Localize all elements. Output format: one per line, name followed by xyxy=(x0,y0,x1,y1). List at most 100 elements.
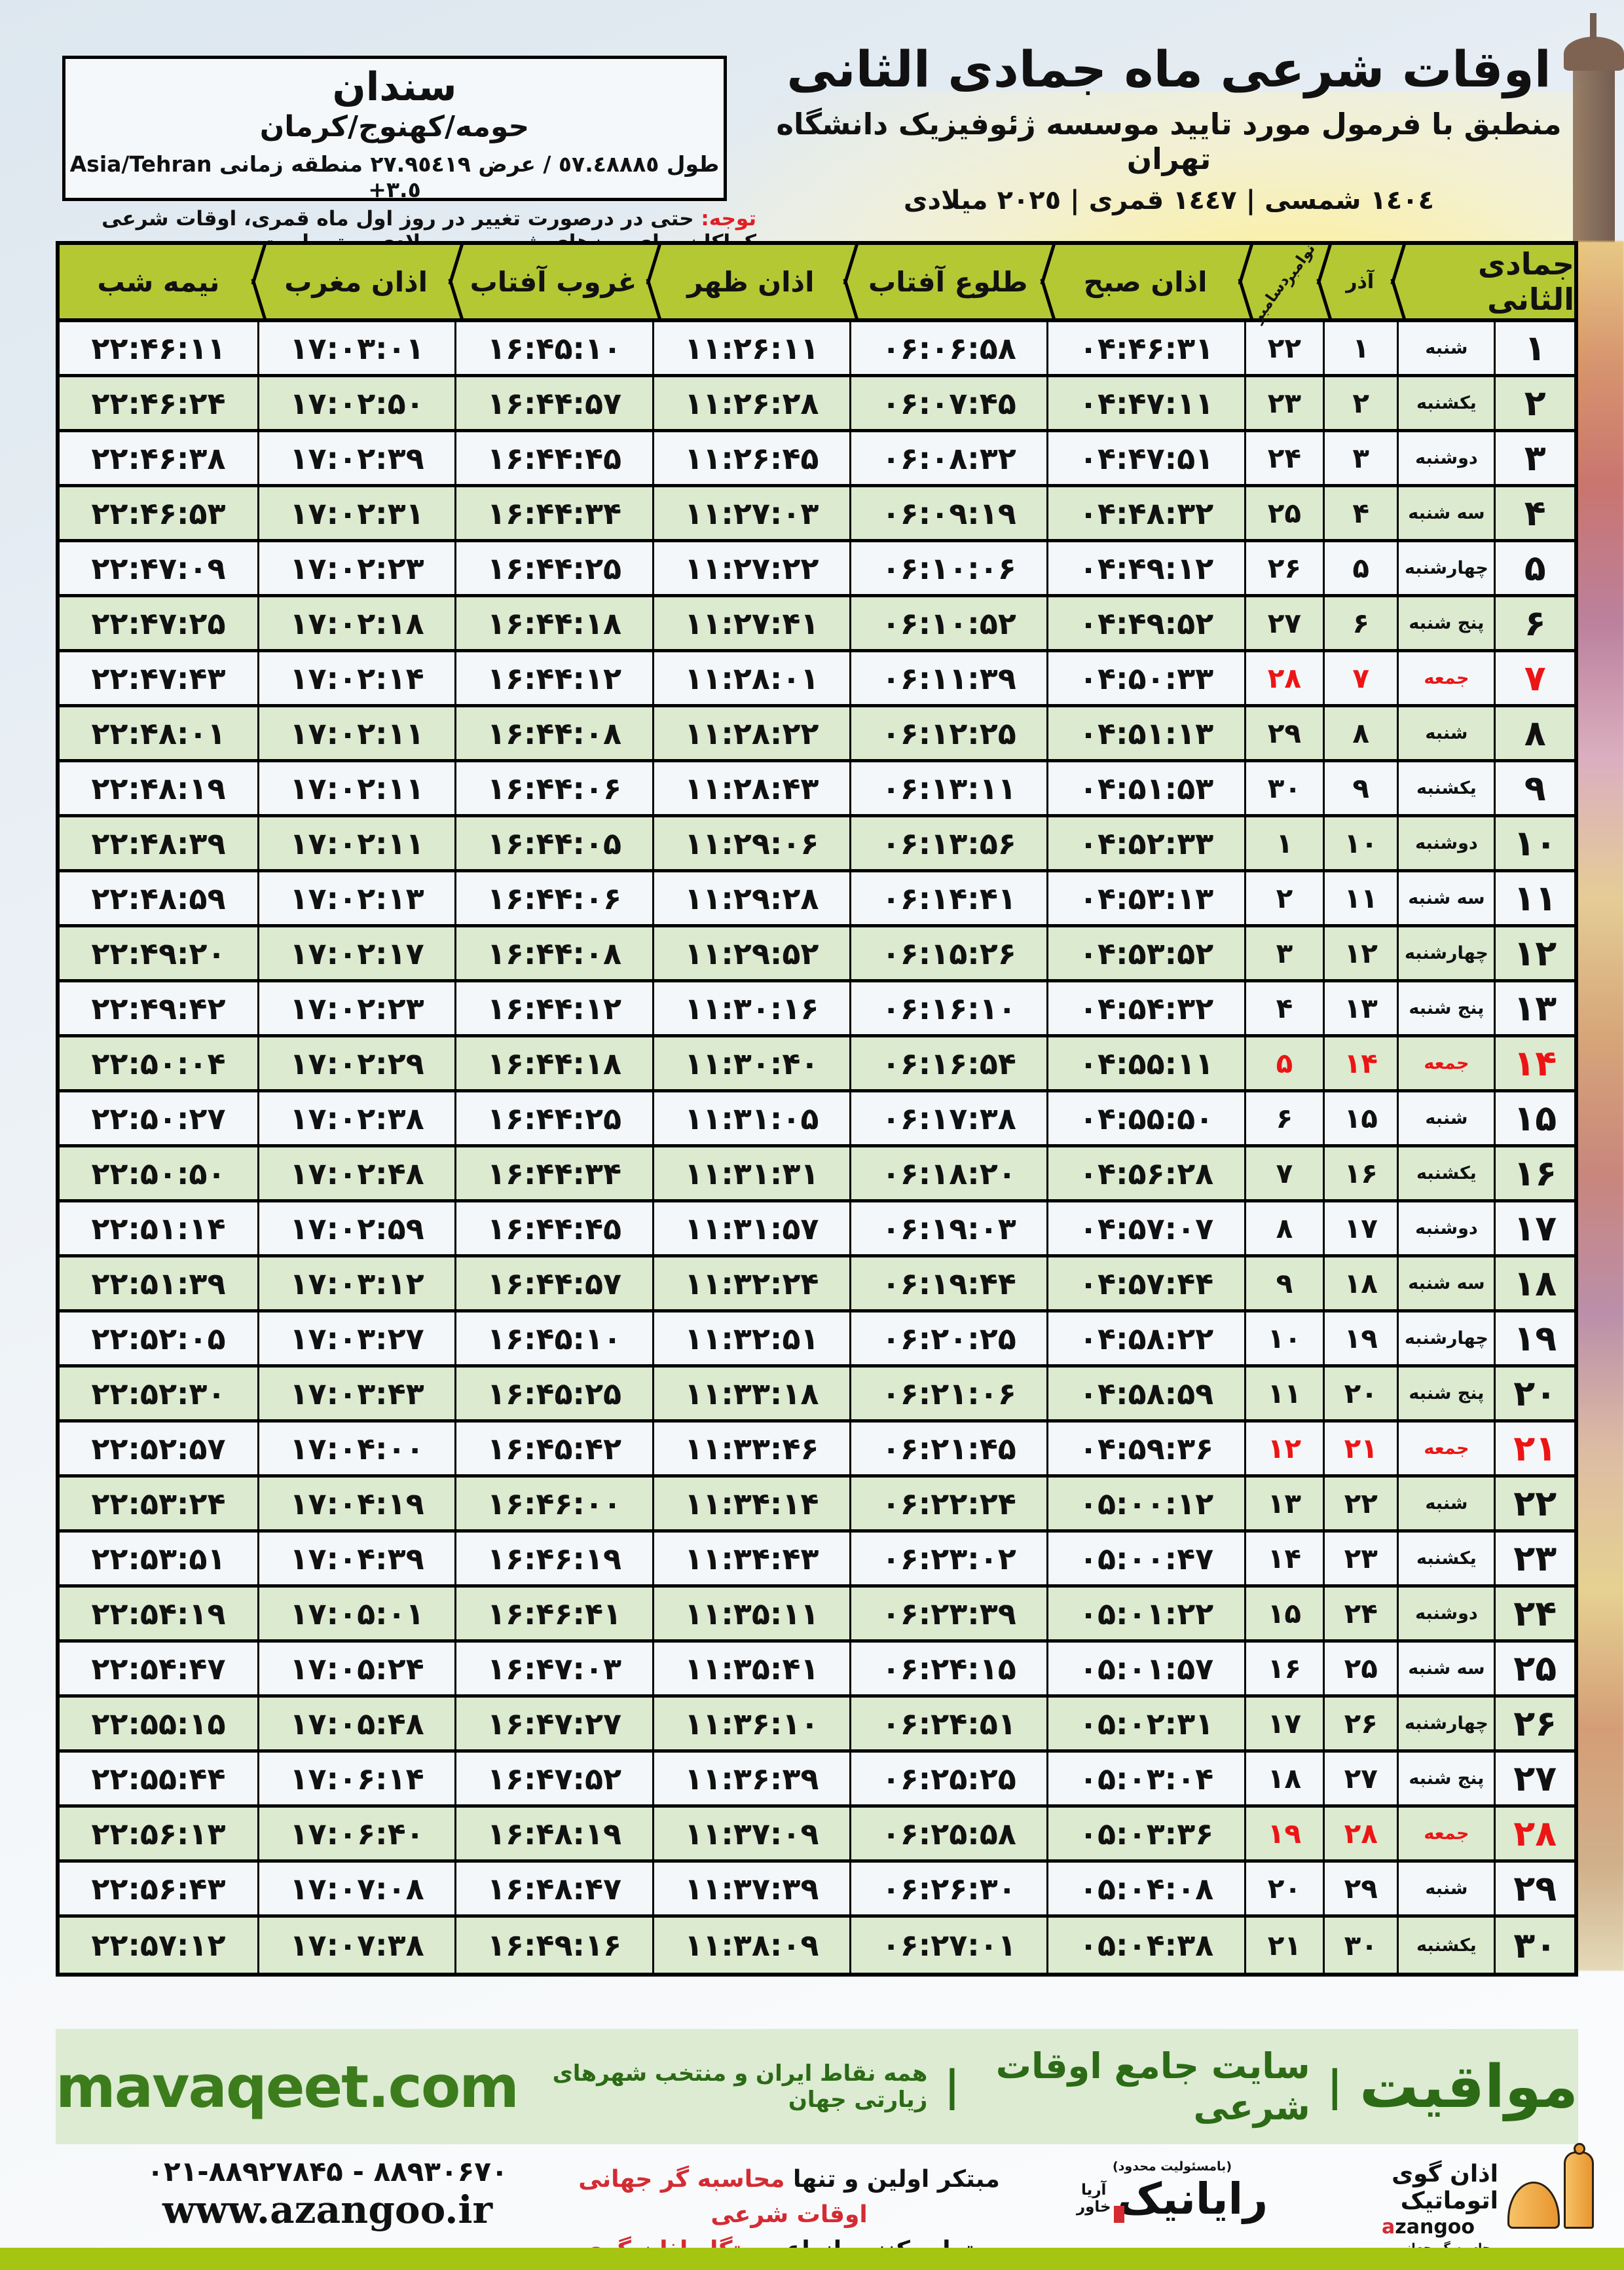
azan-sobh-time: ۰۴:۵۸:۵۹ xyxy=(1046,1368,1244,1419)
weekday-name: شنبه xyxy=(1397,707,1494,759)
day-number: ۱۰ xyxy=(1494,817,1574,869)
sunset-time: ۱۶:۴۴:۰۸ xyxy=(454,707,652,759)
sunset-time: ۱۶:۴۶:۱۹ xyxy=(454,1533,652,1584)
weekday-name: پنج شنبه xyxy=(1397,982,1494,1034)
rayanik-name: رایانیک xyxy=(1113,2174,1268,2224)
midnight-time: ۲۲:۴۹:۲۰ xyxy=(91,935,226,971)
bottom-footer: ۰۲۱-۸۸۹۲۷۸۴۵ - ۸۸۹۳۰۶۷۰ www.azangoo.ir م… xyxy=(0,2143,1624,2269)
day-number: ۳ xyxy=(1494,432,1574,484)
azan-sobh-time: ۰۵:۰۳:۰۴ xyxy=(1046,1753,1244,1804)
sunset-time: ۱۶:۴۴:۲۵ xyxy=(454,1092,652,1144)
minaret-illustration xyxy=(1564,13,1624,242)
day-number: ۸ xyxy=(1494,707,1574,759)
sunset-time: ۱۶:۴۴:۱۲ xyxy=(454,652,652,704)
azan-sobh-time: ۰۵:۰۳:۳۶ xyxy=(1046,1808,1244,1859)
table-row: ۱۱ سه شنبه ۱۱ ۲ ۰۴:۵۳:۱۳ ۰۶:۱۴:۴۱ ۱۱:۲۹:… xyxy=(60,872,1574,927)
sunrise-time: ۰۶:۱۶:۱۰ xyxy=(849,982,1046,1034)
sunrise-time: ۰۶:۱۸:۲۰ xyxy=(849,1147,1046,1199)
azan-zohr-time: ۱۱:۲۸:۴۳ xyxy=(652,762,849,814)
sunrise-time: ۰۶:۲۳:۰۲ xyxy=(849,1533,1046,1584)
sunset-time: ۱۶:۴۴:۰۶ xyxy=(454,872,652,924)
azan-maghreb-time: ۱۷:۰۲:۳۸ xyxy=(257,1092,454,1144)
table-row: ۳۰ یکشنبه ۳۰ ۲۱ ۰۵:۰۴:۳۸ ۰۶:۲۷:۰۱ ۱۱:۳۸:… xyxy=(60,1918,1574,1973)
sunrise-time: ۰۶:۰۸:۳۲ xyxy=(849,432,1046,484)
header-midnight: نیمه شب xyxy=(97,265,220,298)
gregorian-day-number: ۱ xyxy=(1244,817,1323,869)
band-separator: | xyxy=(944,2062,960,2111)
azar-day-number: ۱۶ xyxy=(1323,1147,1397,1199)
sunrise-time: ۰۶:۲۳:۳۹ xyxy=(849,1588,1046,1639)
sunset-time: ۱۶:۴۴:۰۶ xyxy=(454,762,652,814)
azan-maghreb-time: ۱۷:۰۲:۵۹ xyxy=(257,1202,454,1254)
azan-sobh-time: ۰۵:۰۴:۰۸ xyxy=(1046,1863,1244,1914)
day-number: ۱۷ xyxy=(1494,1202,1574,1254)
sunrise-time: ۰۶:۱۱:۳۹ xyxy=(849,652,1046,704)
day-number: ۳۰ xyxy=(1494,1918,1574,1973)
day-number: ۲۲ xyxy=(1494,1478,1574,1529)
azan-maghreb-time: ۱۷:۰۲:۱۱ xyxy=(257,817,454,869)
header-month: جمادی الثانی xyxy=(1397,245,1574,318)
sunrise-time: ۰۶:۱۹:۴۴ xyxy=(849,1257,1046,1309)
phone-numbers: ۰۲۱-۸۸۹۲۷۸۴۵ - ۸۸۹۳۰۶۷۰ xyxy=(147,2155,508,2187)
sunset-time: ۱۶:۴۴:۳۴ xyxy=(454,1147,652,1199)
sunset-time: ۱۶:۴۸:۱۹ xyxy=(454,1808,652,1859)
day-number: ۱۹ xyxy=(1494,1312,1574,1364)
weekday-name: سه شنبه xyxy=(1397,872,1494,924)
weekday-name: پنج شنبه xyxy=(1397,1753,1494,1804)
gregorian-day-number: ۲۴ xyxy=(1244,432,1323,484)
table-row: ۲۰ پنج شنبه ۲۰ ۱۱ ۰۴:۵۸:۵۹ ۰۶:۲۱:۰۶ ۱۱:۳… xyxy=(60,1368,1574,1423)
azar-day-number: ۸ xyxy=(1323,707,1397,759)
azan-maghreb-time: ۱۷:۰۳:۲۷ xyxy=(257,1312,454,1364)
calendar-years: ١٤٠٤ شمسی | ١٤٤٧ قمری | ٢٠٢٥ میلادی xyxy=(903,185,1435,216)
azan-sobh-time: ۰۴:۴۹:۵۲ xyxy=(1046,597,1244,649)
day-number: ۲۳ xyxy=(1494,1533,1574,1584)
weekday-name: پنج شنبه xyxy=(1397,597,1494,649)
sunrise-time: ۰۶:۱۹:۰۳ xyxy=(849,1202,1046,1254)
gregorian-day-number: ۲۸ xyxy=(1244,652,1323,704)
azan-sobh-time: ۰۴:۵۷:۰۷ xyxy=(1046,1202,1244,1254)
azan-sobh-time: ۰۴:۵۳:۵۲ xyxy=(1046,927,1244,979)
azan-zohr-time: ۱۱:۳۶:۳۹ xyxy=(652,1753,849,1804)
gregorian-day-number: ۲۲ xyxy=(1244,322,1323,374)
azar-day-number: ۱ xyxy=(1323,322,1397,374)
sunrise-time: ۰۶:۲۷:۰۱ xyxy=(849,1918,1046,1973)
azan-maghreb-time: ۱۷:۰۵:۴۸ xyxy=(257,1698,454,1749)
table-row: ۲۵ سه شنبه ۲۵ ۱۶ ۰۵:۰۱:۵۷ ۰۶:۲۴:۱۵ ۱۱:۳۵… xyxy=(60,1643,1574,1698)
midnight-time: ۲۲:۵۵:۴۴ xyxy=(91,1760,226,1796)
dome-shape xyxy=(1507,2182,1560,2229)
header-sunset: غروب آفتاب xyxy=(454,245,652,318)
header-azan-maghreb: اذان مغرب xyxy=(257,245,454,318)
gregorian-day-number: ۲۹ xyxy=(1244,707,1323,759)
day-number: ۱۶ xyxy=(1494,1147,1574,1199)
weekday-name: شنبه xyxy=(1397,1478,1494,1529)
azan-maghreb-time: ۱۷:۰۲:۱۳ xyxy=(257,872,454,924)
azan-maghreb-time: ۱۷:۰۲:۱۱ xyxy=(257,762,454,814)
midnight-time: ۲۲:۴۶:۳۸ xyxy=(91,440,226,476)
mosque-dome-icon xyxy=(1507,2143,1594,2229)
sunrise-time: ۰۶:۰۶:۵۸ xyxy=(849,322,1046,374)
title-block: اوقات شرعی ماه جمادی الثانی منطبق با فرم… xyxy=(733,41,1604,216)
azan-sobh-time: ۰۴:۵۵:۵۰ xyxy=(1046,1092,1244,1144)
sunrise-time: ۰۶:۲۴:۵۱ xyxy=(849,1698,1046,1749)
azar-day-number: ۲۸ xyxy=(1323,1808,1397,1859)
azan-zohr-time: ۱۱:۳۴:۴۳ xyxy=(652,1533,849,1584)
azan-maghreb-time: ۱۷:۰۵:۰۱ xyxy=(257,1588,454,1639)
azan-zohr-time: ۱۱:۲۶:۱۱ xyxy=(652,322,849,374)
day-number: ۲۰ xyxy=(1494,1368,1574,1419)
midnight-time: ۲۲:۴۸:۱۹ xyxy=(91,770,226,806)
rayanik-side-text: آریا خاور xyxy=(1077,2182,1111,2216)
azar-day-number: ۲۱ xyxy=(1323,1423,1397,1474)
azan-sobh-time: ۰۵:۰۲:۳۱ xyxy=(1046,1698,1244,1749)
sunset-time: ۱۶:۴۵:۱۰ xyxy=(454,1312,652,1364)
sunrise-time: ۰۶:۱۰:۰۶ xyxy=(849,542,1046,594)
azan-maghreb-time: ۱۷:۰۲:۳۱ xyxy=(257,487,454,539)
sunrise-time: ۰۶:۱۵:۲۶ xyxy=(849,927,1046,979)
sunrise-time: ۰۶:۰۹:۱۹ xyxy=(849,487,1046,539)
azar-day-number: ۲۵ xyxy=(1323,1643,1397,1694)
prayer-times-table: جمادی الثانی آذر نوامبر دسامبر اذان صبح … xyxy=(56,240,1578,1977)
gregorian-day-number: ۲ xyxy=(1244,872,1323,924)
azan-sobh-time: ۰۴:۵۹:۳۶ xyxy=(1046,1423,1244,1474)
gregorian-day-number: ۱۷ xyxy=(1244,1698,1323,1749)
sunset-time: ۱۶:۴۴:۵۷ xyxy=(454,1257,652,1309)
day-number: ۲۶ xyxy=(1494,1698,1574,1749)
